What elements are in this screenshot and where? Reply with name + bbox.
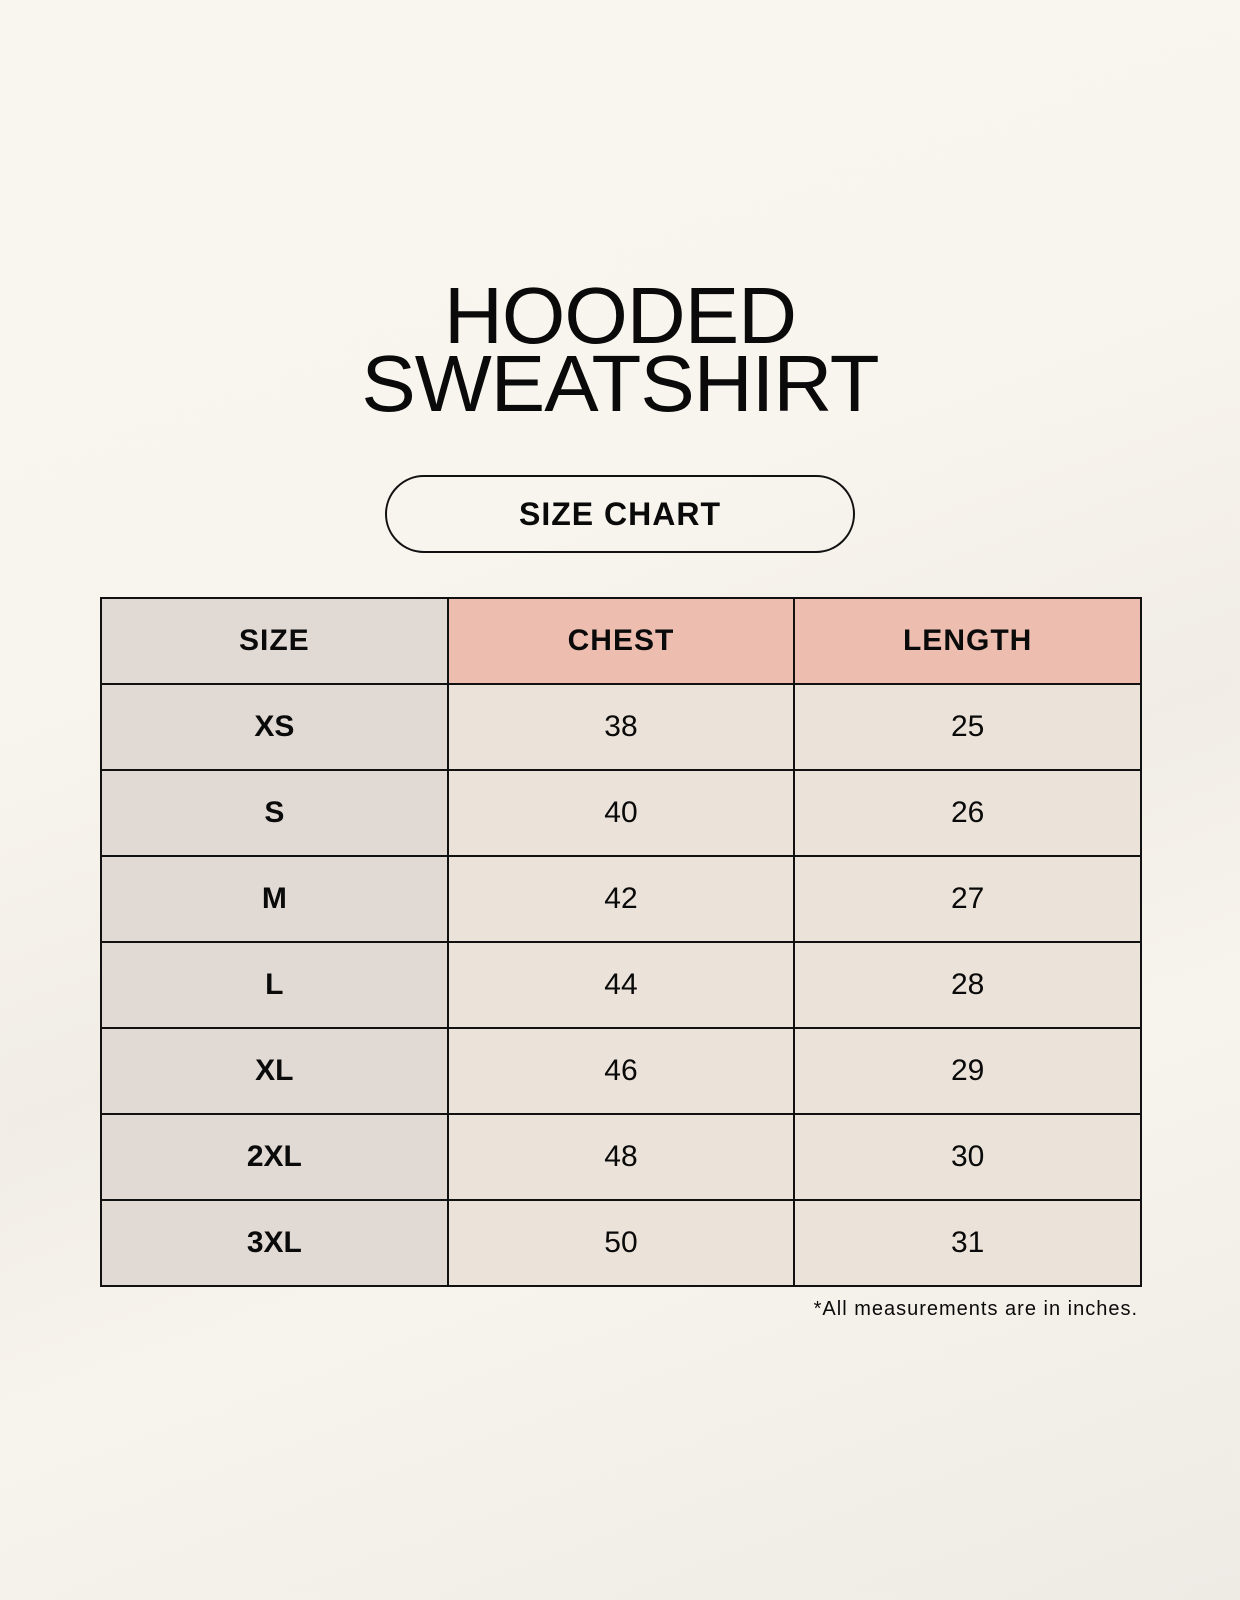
table-header-row: SIZE CHEST LENGTH (100, 597, 1142, 685)
cell-chest: 42 (446, 855, 796, 943)
cell-length: 29 (793, 1027, 1142, 1115)
cell-size: M (100, 855, 449, 943)
table-row: L 44 28 (100, 941, 1142, 1029)
cell-size: S (100, 769, 449, 857)
cell-size: XS (100, 683, 449, 771)
cell-size: XL (100, 1027, 449, 1115)
cell-chest: 48 (446, 1113, 796, 1201)
table-row: 3XL 50 31 (100, 1199, 1142, 1287)
cell-length: 30 (793, 1113, 1142, 1201)
cell-size: 2XL (100, 1113, 449, 1201)
table-row: XL 46 29 (100, 1027, 1142, 1115)
cell-chest: 38 (446, 683, 796, 771)
table-row: 2XL 48 30 (100, 1113, 1142, 1201)
size-table: SIZE CHEST LENGTH XS 38 25 S 40 26 M 42 27 L 44 28 X… (100, 597, 1142, 1287)
table-row: S 40 26 (100, 769, 1142, 857)
cell-chest: 44 (446, 941, 796, 1029)
title-line-2: SWEATSHIRT (361, 339, 879, 428)
cell-length: 31 (793, 1199, 1142, 1287)
cell-chest: 46 (446, 1027, 796, 1115)
cell-length: 26 (793, 769, 1142, 857)
cell-length: 27 (793, 855, 1142, 943)
cell-chest: 50 (446, 1199, 796, 1287)
size-chart-badge: SIZE CHART (385, 475, 855, 553)
page-title: HOODED SWEATSHIRT (0, 271, 1240, 428)
header-length: LENGTH (793, 597, 1142, 685)
cell-length: 28 (793, 941, 1142, 1029)
cell-size: L (100, 941, 449, 1029)
table-row: XS 38 25 (100, 683, 1142, 771)
header-size: SIZE (100, 597, 449, 685)
title-line-1: HOODED (443, 271, 797, 360)
cell-size: 3XL (100, 1199, 449, 1287)
footnote: *All measurements are in inches. (813, 1298, 1138, 1320)
cell-chest: 40 (446, 769, 796, 857)
cell-length: 25 (793, 683, 1142, 771)
header-chest: CHEST (446, 597, 796, 685)
table-row: M 42 27 (100, 855, 1142, 943)
